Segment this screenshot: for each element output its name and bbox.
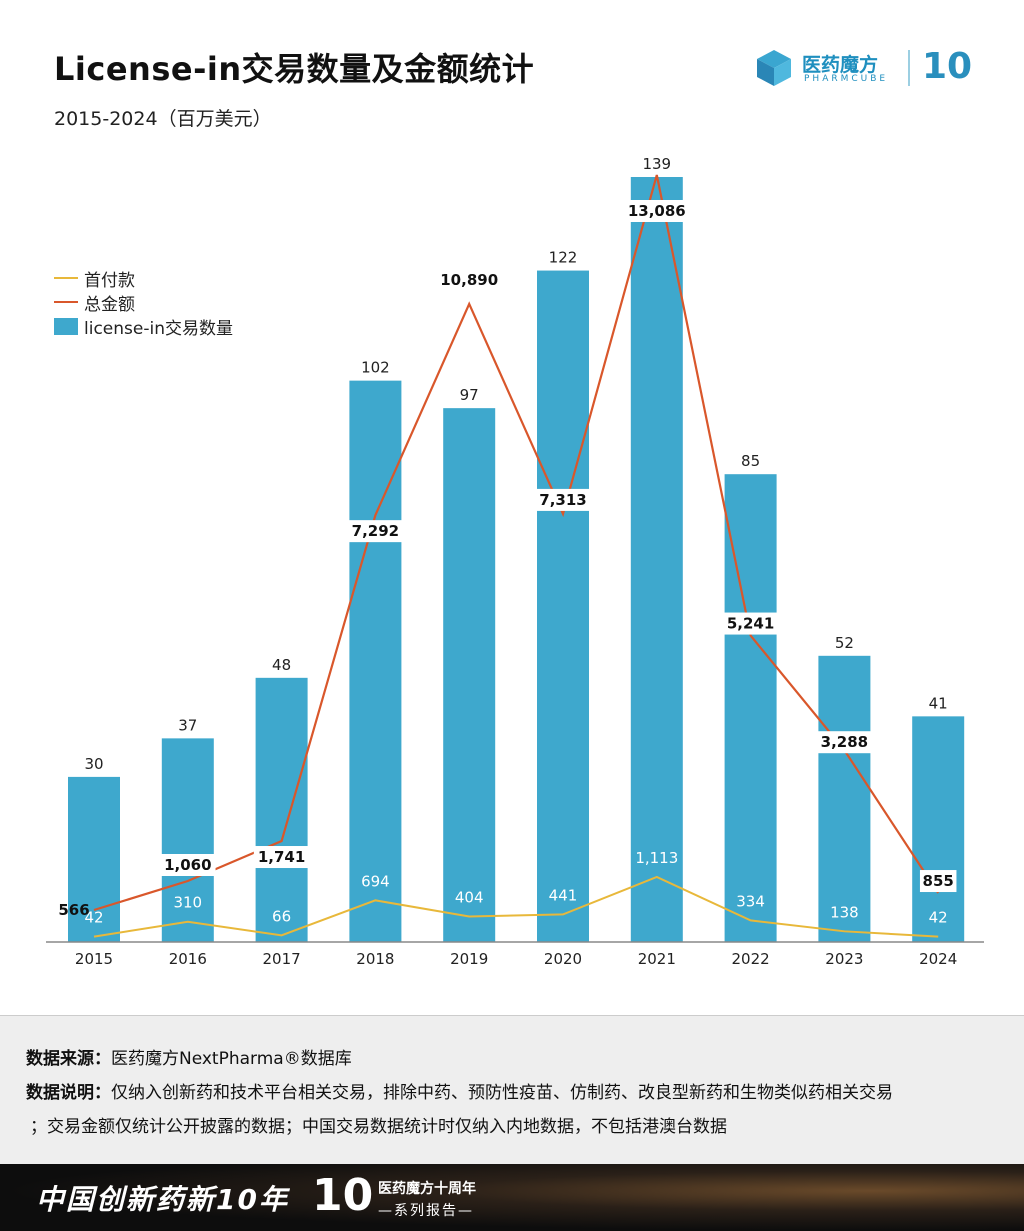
legend-item-upfront: 首付款 <box>54 266 233 291</box>
bar-2020 <box>537 270 589 942</box>
footer-series-line2: —系列报告— <box>378 1203 474 1219</box>
legend-label-count: license-in交易数量 <box>84 318 233 339</box>
bar-label-2022: 85 <box>741 452 760 470</box>
source-note: 数据来源：医药魔方NextPharma®数据库 <box>26 1044 352 1069</box>
desc-note: 数据说明：仅纳入创新药和技术平台相关交易，排除中药、预防性疫苗、仿制药、改良型新… <box>26 1078 893 1103</box>
upfront-label-2019: 404 <box>455 888 484 906</box>
legend-item-total: 总金额 <box>54 290 233 315</box>
bar-2017 <box>255 677 308 942</box>
footer-series-line1: 医药魔方十周年 <box>378 1181 476 1197</box>
total-label-bg-2018 <box>347 520 404 543</box>
chart-canvas: 30 37 48 102 97 122 139 85 52 41 2015 2016 2017 2018 2… <box>46 155 984 968</box>
x-tick-2024: 2024 <box>919 950 957 968</box>
x-tick-2023: 2023 <box>825 950 863 968</box>
upfront-label-2016: 310 <box>173 894 202 912</box>
legend-swatch-upfront <box>54 277 78 279</box>
legend-swatch-count <box>54 317 78 335</box>
legend-label-total: 总金额 <box>84 294 135 315</box>
desc-note-2: ；交易金额仅统计公开披露的数据；中国交易数据统计时仅纳入内地数据，不包括港澳台数… <box>30 1112 727 1137</box>
logo-cn-text: 医药魔方 <box>802 54 879 76</box>
legend-swatch-total <box>54 301 78 303</box>
chart-legend: 首付款 总金额 license-in交易数量 <box>54 266 233 339</box>
notes-divider <box>0 1015 1024 1016</box>
upfront-label-2018: 694 <box>361 872 390 890</box>
logo-en-text: PHARMCUBE <box>804 74 889 84</box>
upfront-label-2021: 1,113 <box>635 849 678 867</box>
total-label-bg-2021 <box>624 200 690 222</box>
total-label-2015: 566 <box>58 901 89 919</box>
x-tick-2022: 2022 <box>732 950 770 968</box>
footer-slogan: 中国创新药新10年 <box>36 1183 289 1216</box>
pharmcube-logo: 医药魔方 PHARMCUBE 10 <box>752 46 982 90</box>
legend-label-upfront: 首付款 <box>84 270 135 291</box>
x-tick-2017: 2017 <box>263 950 301 968</box>
upfront-label-2023: 138 <box>830 903 859 921</box>
desc-text-1: 仅纳入创新药和技术平台相关交易，排除中药、预防性疫苗、仿制药、改良型新药和生物类… <box>111 1083 893 1103</box>
total-label-bg-2017 <box>253 846 310 869</box>
bar-2018 <box>349 380 402 943</box>
x-tick-2020: 2020 <box>544 950 582 968</box>
source-text: 医药魔方NextPharma®数据库 <box>111 1049 352 1069</box>
bar-2023 <box>818 655 871 942</box>
bar-2024 <box>912 716 965 942</box>
upfront-line <box>93 875 939 938</box>
x-tick-2018: 2018 <box>356 950 394 968</box>
bar-2016 <box>161 738 214 942</box>
bar-label-2021: 139 <box>642 155 671 173</box>
x-tick-2019: 2019 <box>450 950 488 968</box>
upfront-label-2022: 334 <box>736 892 765 910</box>
total-label-2022: 5,241 <box>727 615 774 633</box>
upfront-label-2024: 42 <box>929 909 948 927</box>
footer-banner: 中国创新药新10年 10 医药魔方十周年 —系列报告— <box>0 1164 1024 1231</box>
bar-2019 <box>443 408 496 942</box>
desc-text-2: ；交易金额仅统计公开披露的数据；中国交易数据统计时仅纳入内地数据，不包括港澳台数… <box>30 1117 727 1137</box>
chart-subtitle: 2015-2024（百万美元） <box>54 108 272 130</box>
desc-label: 数据说明： <box>26 1083 111 1103</box>
bar-label-2023: 52 <box>835 634 854 652</box>
footer-anniversary-mark: 10 <box>312 1170 374 1221</box>
bar-label-2015: 30 <box>84 755 103 773</box>
total-label-2020: 7,313 <box>539 491 586 509</box>
bar-2015 <box>68 776 120 942</box>
x-tick-2016: 2016 <box>169 950 207 968</box>
chart-title: License-in交易数量及金额统计 <box>54 50 535 88</box>
total-label-bg-2016 <box>160 853 216 876</box>
total-label-bg-2024 <box>919 870 957 893</box>
bar-label-2024: 41 <box>929 694 948 712</box>
logo-separator <box>908 50 910 86</box>
logo-anniversary-mark: 10 <box>922 46 973 87</box>
upfront-label-2015: 42 <box>84 909 103 927</box>
total-label-bg-2020 <box>535 488 591 511</box>
total-label-2023: 3,288 <box>821 733 868 751</box>
x-tick-2021: 2021 <box>638 950 676 968</box>
total-label-bg-2023 <box>816 731 873 754</box>
bar-label-2017: 48 <box>272 656 291 674</box>
cube-icon <box>757 50 791 86</box>
x-tick-2015: 2015 <box>75 950 113 968</box>
bar-2021 <box>630 177 683 942</box>
total-label-2016: 1,060 <box>164 856 211 874</box>
total-label-2021: 13,086 <box>628 202 686 220</box>
total-line <box>93 174 940 912</box>
upfront-label-2017: 66 <box>272 907 291 925</box>
bar-label-2019: 97 <box>460 386 479 404</box>
total-label-2019: 10,890 <box>440 271 498 289</box>
bar-label-2018: 102 <box>361 359 390 377</box>
total-label-bg-2022 <box>722 612 779 635</box>
total-label-2017: 1,741 <box>258 848 305 866</box>
bar-label-2020: 122 <box>549 249 578 267</box>
notes-panel: 数据来源：医药魔方NextPharma®数据库 数据说明：仅纳入创新药和技术平台… <box>0 1016 1024 1164</box>
source-label: 数据来源： <box>26 1049 111 1069</box>
legend-item-count: license-in交易数量 <box>54 314 233 339</box>
upfront-label-2020: 441 <box>549 886 578 904</box>
total-label-2018: 7,292 <box>352 522 399 540</box>
total-label-2024: 855 <box>923 872 954 890</box>
bar-label-2016: 37 <box>178 716 197 734</box>
